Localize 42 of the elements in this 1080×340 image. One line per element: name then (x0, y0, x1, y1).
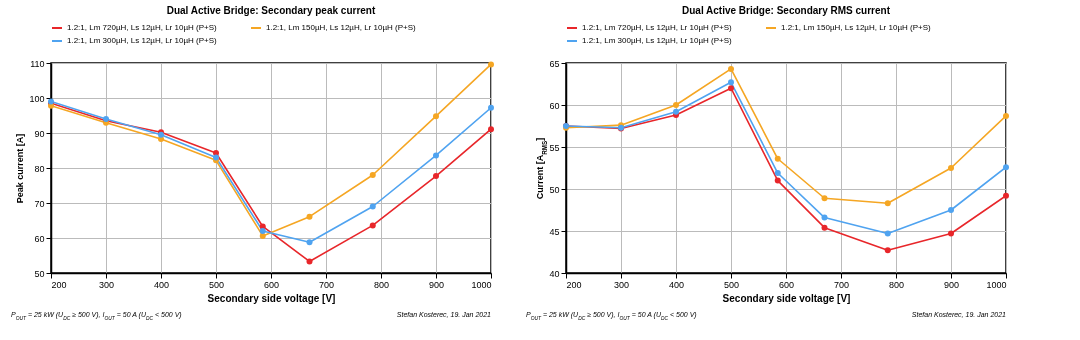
x-tick-label: 500 (723, 279, 740, 290)
x-tick-label: 600 (778, 279, 795, 290)
x-tick-label: 900 (943, 279, 960, 290)
legend-label: 1.2:1, Lm 150µH, Ls 12µH, Lr 10µH (P+S) (781, 23, 932, 32)
chart-title: Dual Active Bridge: Secondary RMS current (681, 5, 891, 16)
y-tick-label: 70 (34, 198, 45, 209)
x-tick-label: 1000 (986, 279, 1007, 290)
x-tick-label: 200 (51, 279, 67, 290)
x-tick-label: 300 (613, 279, 630, 290)
legend-label: 1.2:1, Lm 300µH, Ls 12µH, Lr 10µH (P+S) (67, 36, 218, 45)
y-tick-label: 60 (549, 100, 560, 111)
x-tick-label: 200 (566, 279, 582, 290)
x-tick-label: 700 (318, 279, 335, 290)
legend-label: 1.2:1, Lm 720µH, Ls 12µH, Lr 10µH (P+S) (582, 23, 733, 32)
y-tick-label: 55 (549, 142, 560, 153)
x-tick-label: 600 (263, 279, 280, 290)
y-tick-label: 80 (34, 163, 45, 174)
x-tick-label: 800 (373, 279, 390, 290)
chart-title: Dual Active Bridge: Secondary peak current (166, 5, 376, 16)
legend-label: 1.2:1, Lm 720µH, Ls 12µH, Lr 10µH (P+S) (67, 23, 218, 32)
x-tick-label: 500 (208, 279, 225, 290)
y-tick-label: 50 (34, 268, 45, 279)
x-tick-label: 800 (888, 279, 905, 290)
x-axis-title: Secondary side voltage [V] (722, 292, 851, 304)
x-tick-label: 900 (428, 279, 445, 290)
x-tick-label: 400 (668, 279, 685, 290)
legend-label: 1.2:1, Lm 300µH, Ls 12µH, Lr 10µH (P+S) (582, 36, 733, 45)
y-tick-label: 50 (549, 184, 560, 195)
legend-label: 1.2:1, Lm 150µH, Ls 12µH, Lr 10µH (P+S) (266, 23, 417, 32)
x-tick-label: 700 (833, 279, 850, 290)
x-tick-label: 300 (98, 279, 115, 290)
y-tick-label: 65 (549, 58, 560, 69)
y-axis-title: Peak current [A] (15, 133, 26, 204)
y-tick-label: 45 (549, 226, 560, 237)
x-axis-title: Secondary side voltage [V] (207, 292, 336, 304)
y-tick-label: 60 (34, 233, 45, 244)
x-tick-label: 1000 (471, 279, 492, 290)
x-tick-label: 400 (153, 279, 170, 290)
y-tick-label: 40 (549, 268, 560, 279)
y-tick-label: 90 (34, 128, 45, 139)
y-tick-label: 100 (29, 93, 45, 104)
y-tick-label: 110 (30, 58, 45, 69)
